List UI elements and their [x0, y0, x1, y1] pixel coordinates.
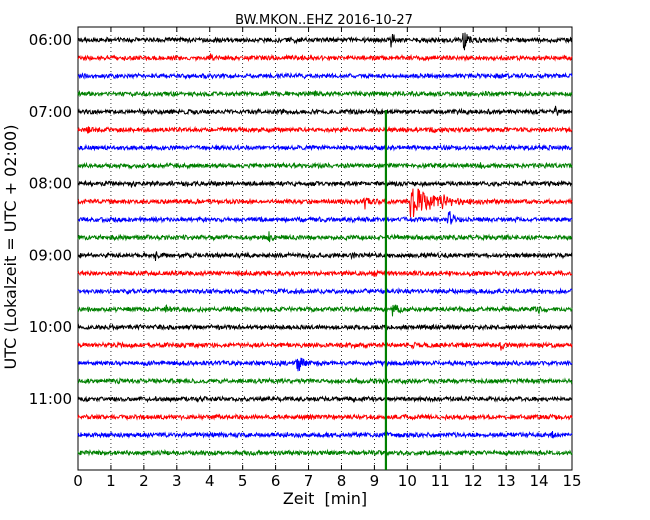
trace-0845: [77, 231, 573, 243]
x-tick-label: 7: [304, 472, 314, 490]
trace-0815: [77, 188, 573, 218]
trace-0915: [77, 269, 573, 278]
trace-1130: [77, 430, 573, 439]
trace-0630: [77, 71, 573, 80]
x-axis-label: Zeit [min]: [283, 489, 367, 508]
y-tick-label: 06:00: [29, 31, 72, 49]
x-tick-label: 15: [562, 472, 581, 490]
trace-1000: [77, 323, 573, 332]
seismogram-traces: [77, 32, 573, 457]
y-tick-label: 08:00: [29, 175, 72, 193]
trace-0700: [77, 105, 573, 116]
axes: 0 1 2 3 4 5 6 7 8 9 10 11 12 13 14 1506:0007:0008:0009:…: [29, 27, 582, 490]
chart-title: BW.MKON..EHZ 2016-10-27: [235, 13, 413, 28]
x-tick-label: 6: [271, 472, 281, 490]
trace-0900: [77, 251, 573, 262]
trace-0645: [77, 89, 573, 98]
x-tick-label: 13: [497, 472, 516, 490]
x-tick-label: 11: [431, 472, 450, 490]
y-tick-label: 11:00: [29, 390, 72, 408]
trace-1100: [77, 395, 573, 404]
x-tick-label: 2: [139, 472, 149, 490]
x-tick-label: 8: [337, 472, 347, 490]
trace-0730: [77, 143, 573, 152]
x-tick-label: 12: [464, 472, 483, 490]
trace-1045: [77, 376, 573, 385]
y-tick-label: 10:00: [29, 318, 72, 336]
trace-1145: [77, 448, 573, 457]
y-tick-label: 07:00: [29, 103, 72, 121]
trace-0800: [77, 179, 573, 188]
trace-1015: [77, 340, 573, 351]
y-tick-label: 09:00: [29, 246, 72, 264]
trace-0745: [77, 161, 573, 170]
trace-1115: [77, 413, 573, 422]
x-tick-label: 14: [530, 472, 549, 490]
y-axis-label: UTC (Lokalzeit = UTC + 02:00): [1, 125, 20, 370]
trace-0600: [77, 32, 573, 51]
x-tick-label: 4: [205, 472, 215, 490]
trace-1030: [77, 357, 573, 372]
x-tick-label: 5: [238, 472, 248, 490]
x-tick-label: 3: [172, 472, 182, 490]
trace-0945: [77, 303, 573, 317]
x-tick-label: 1: [106, 472, 116, 490]
x-tick-label: 0: [73, 472, 83, 490]
trace-0715: [77, 125, 573, 134]
trace-0930: [77, 287, 573, 296]
x-tick-label: 9: [370, 472, 380, 490]
trace-0830: [77, 210, 573, 225]
trace-0615: [77, 53, 573, 63]
x-tick-label: 10: [398, 472, 417, 490]
